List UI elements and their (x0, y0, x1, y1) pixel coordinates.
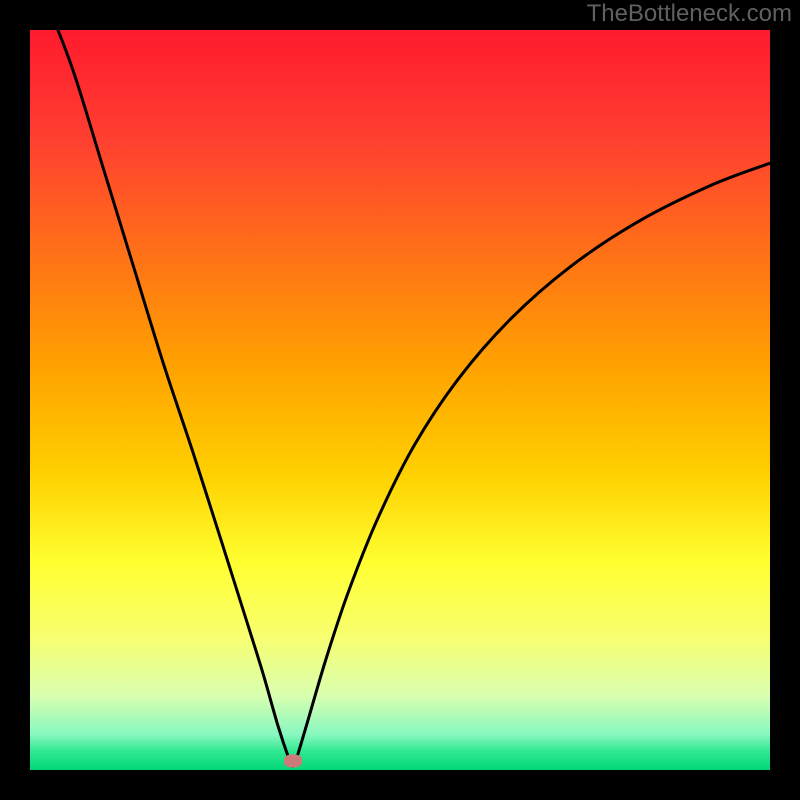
minimum-marker (284, 755, 302, 768)
watermark-text: TheBottleneck.com (587, 0, 792, 28)
chart-frame: TheBottleneck.com (0, 0, 800, 800)
plot-area (30, 30, 770, 770)
bottleneck-curve-path (52, 15, 770, 766)
bottleneck-curve (30, 30, 770, 770)
